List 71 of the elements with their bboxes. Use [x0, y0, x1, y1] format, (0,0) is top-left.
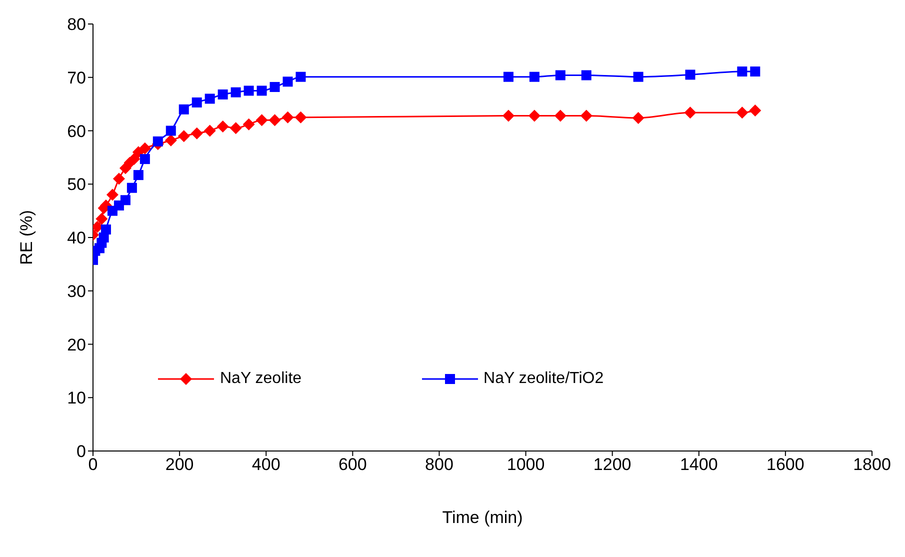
x-tick-label: 600	[338, 455, 367, 474]
point	[528, 110, 540, 122]
point	[166, 126, 176, 136]
x-axis-title: Time (min)	[442, 508, 523, 527]
point	[502, 110, 514, 122]
point	[294, 111, 307, 124]
point	[256, 86, 267, 96]
point	[216, 120, 229, 132]
point	[230, 122, 242, 134]
point	[164, 134, 177, 146]
y-tick-label: 80	[67, 15, 86, 34]
point	[736, 106, 748, 119]
point	[750, 66, 760, 77]
point	[296, 72, 306, 82]
point	[138, 142, 151, 154]
point	[581, 70, 592, 80]
point	[204, 94, 215, 104]
point	[133, 170, 144, 180]
point	[242, 118, 255, 130]
point	[126, 182, 137, 193]
x-tick-label: 1600	[766, 455, 804, 474]
x-tick-label: 1400	[680, 455, 718, 474]
y-tick-label: 20	[67, 335, 86, 354]
y-tick-label: 60	[67, 122, 86, 141]
point	[192, 97, 202, 108]
point	[204, 124, 216, 137]
point	[268, 114, 281, 126]
x-tick-label: 1200	[593, 455, 632, 474]
point	[218, 89, 228, 100]
point	[685, 70, 696, 80]
point	[684, 106, 696, 119]
point	[282, 111, 294, 124]
point	[112, 172, 125, 185]
point	[190, 127, 203, 140]
point	[503, 72, 514, 82]
point	[140, 154, 150, 164]
legend-label: NaY zeolite/TiO2	[484, 370, 604, 388]
point	[737, 66, 748, 77]
y-axis-title: RE (%)	[17, 210, 36, 265]
y-tick-label: 70	[67, 68, 86, 88]
y-tick-label: 50	[67, 175, 86, 194]
point	[178, 104, 189, 114]
point	[152, 136, 163, 146]
y-tick-label: 30	[67, 282, 86, 301]
point	[632, 112, 644, 124]
point	[96, 212, 108, 225]
point	[749, 104, 762, 116]
point	[282, 76, 293, 87]
x-tick-label: 800	[425, 455, 454, 474]
y-tick-label: 10	[67, 388, 86, 408]
point	[554, 110, 566, 122]
y-tick-label: 0	[76, 442, 86, 462]
point	[244, 86, 254, 96]
legend-label: NaY zeolite	[220, 370, 302, 388]
point	[106, 188, 118, 201]
x-tick-label: 1800	[853, 455, 891, 474]
point	[120, 195, 130, 206]
point	[256, 114, 268, 126]
point	[100, 224, 111, 234]
x-tick-label: 1000	[506, 455, 545, 474]
x-tick-label: 200	[165, 455, 194, 474]
y-tick-label: 40	[67, 228, 86, 248]
point	[230, 87, 241, 98]
point	[555, 70, 566, 80]
x-tick-label: 400	[252, 455, 280, 474]
point	[580, 110, 592, 122]
point	[633, 72, 644, 82]
point	[529, 72, 540, 82]
x-tick-label: 0	[88, 455, 98, 474]
point	[178, 130, 190, 142]
point	[270, 82, 280, 92]
